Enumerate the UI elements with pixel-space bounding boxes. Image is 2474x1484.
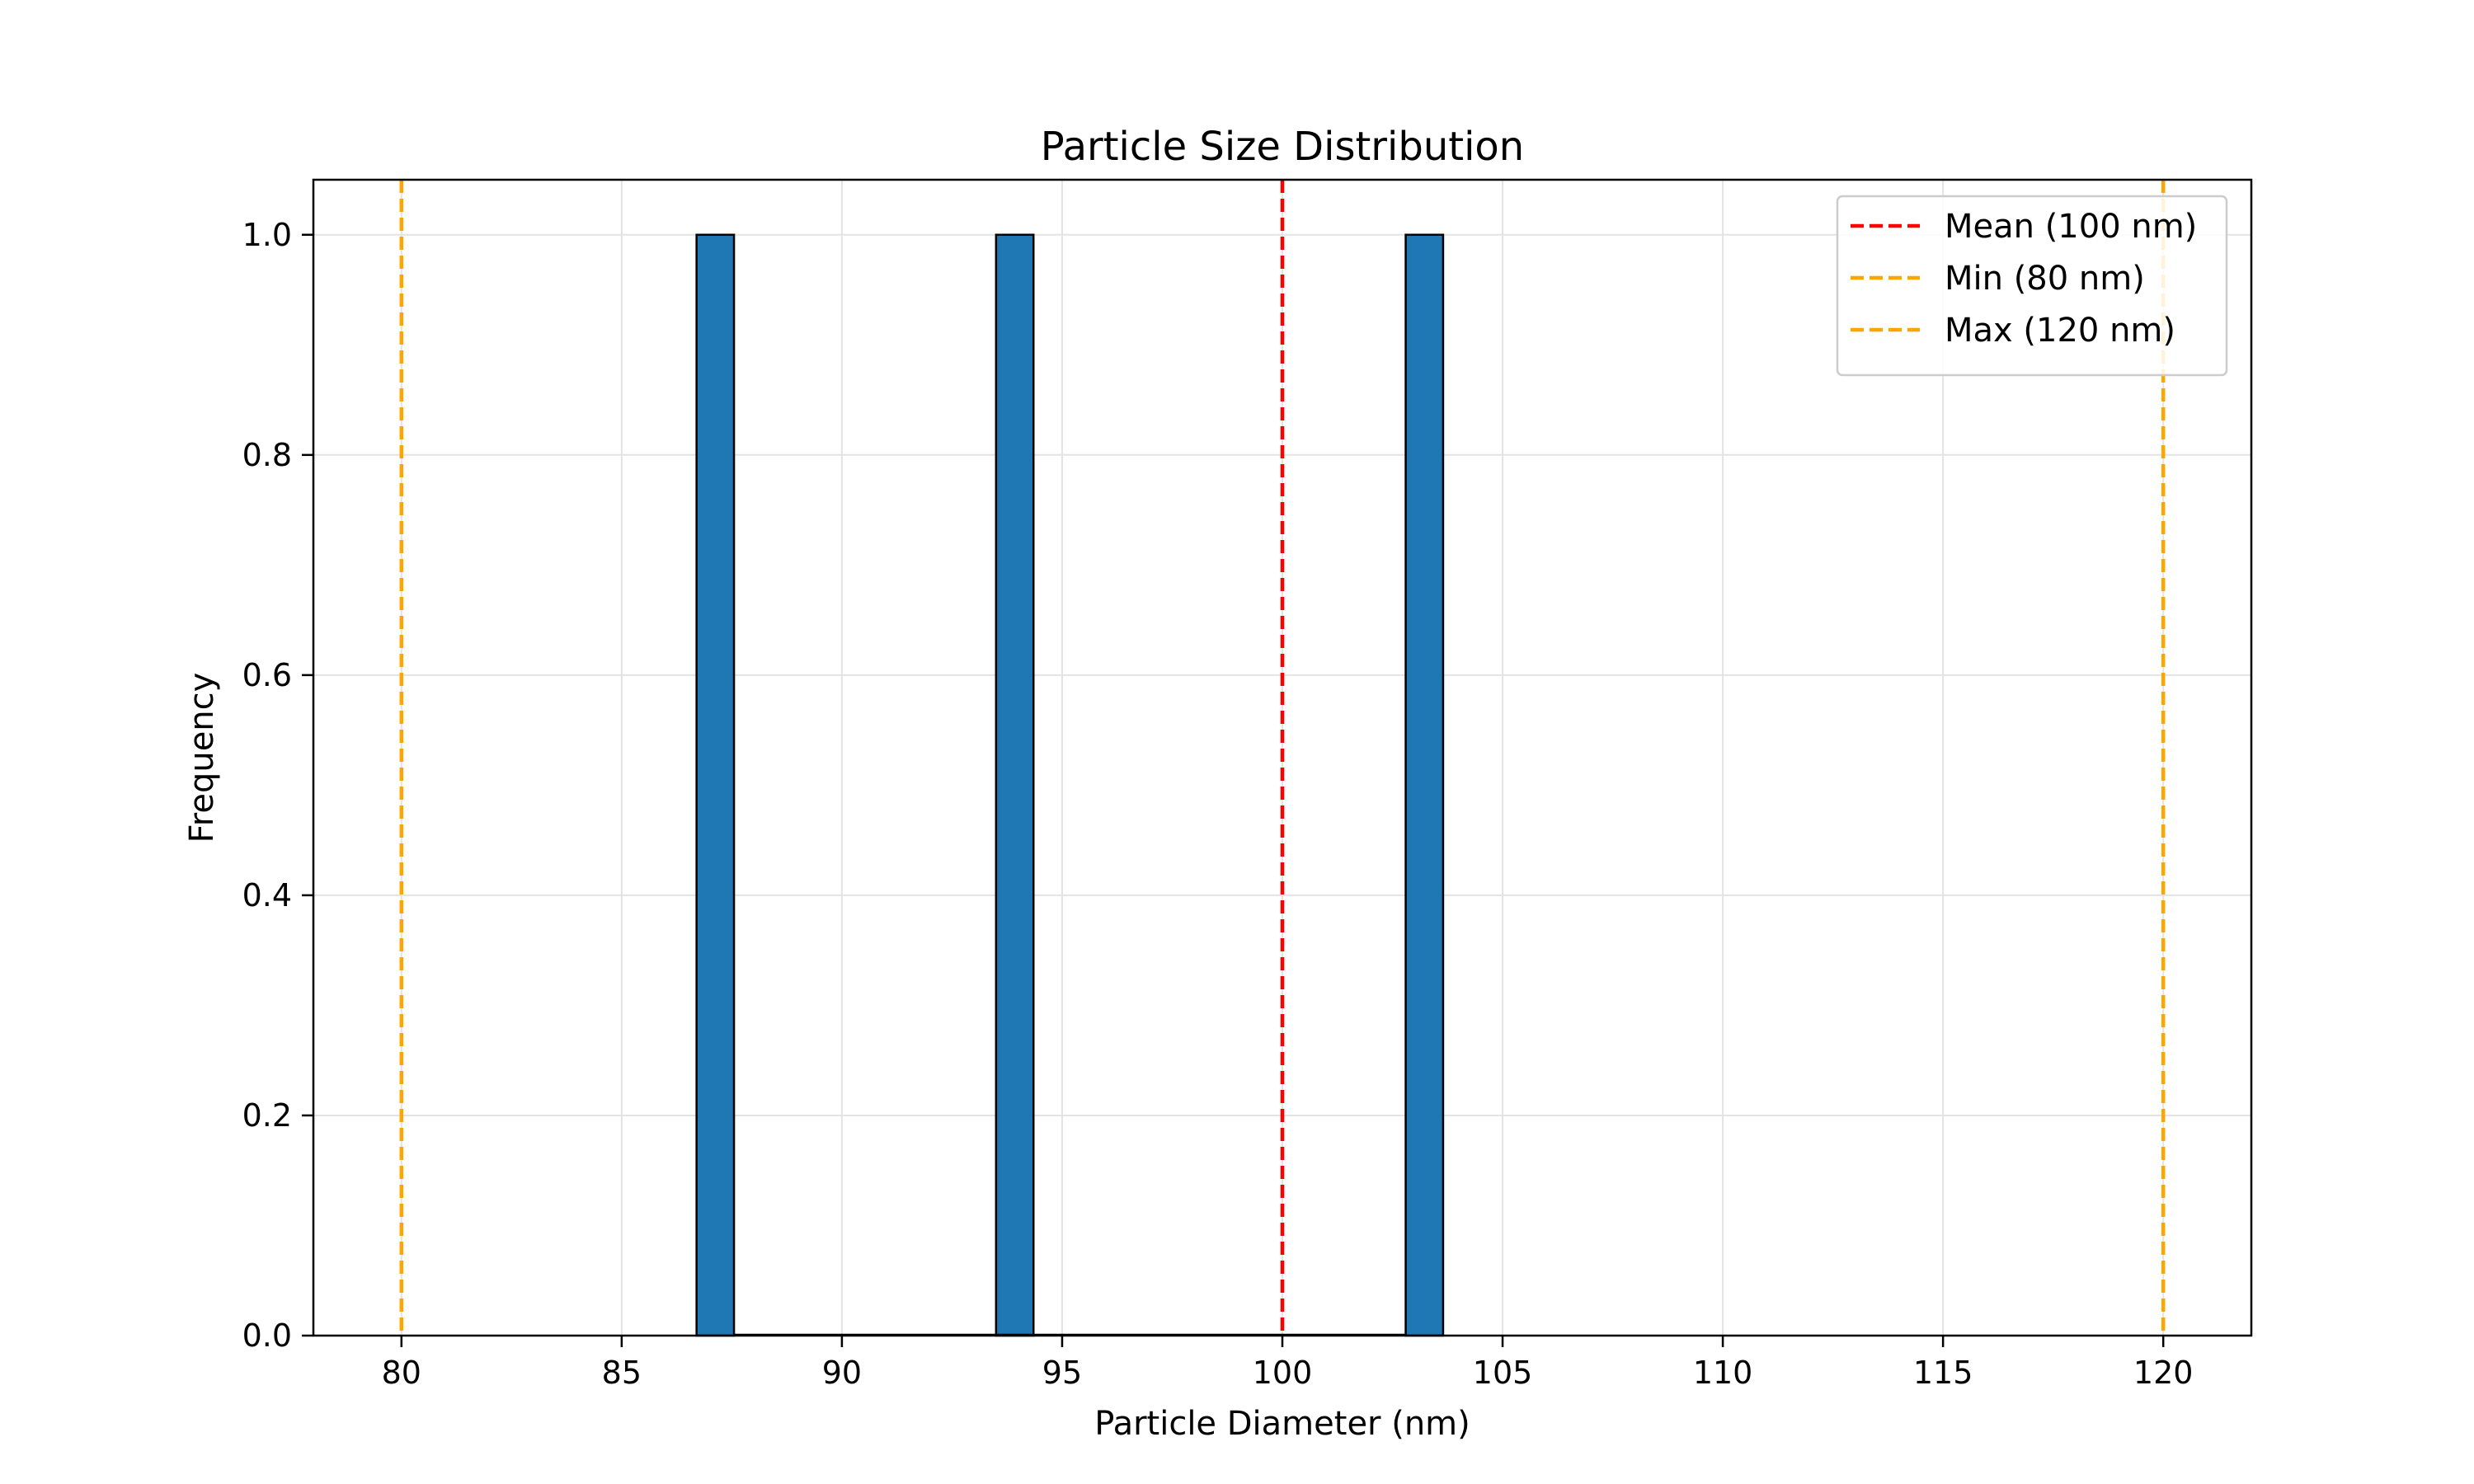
x-tick-label: 120: [2133, 1355, 2194, 1391]
x-tick-label: 90: [822, 1355, 862, 1391]
histogram-bar: [1404, 233, 1445, 1337]
y-tick-label: 0.0: [242, 1317, 292, 1354]
legend-label: Min (80 nm): [1945, 260, 2145, 298]
x-axis-label: Particle Diameter (nm): [1094, 1405, 1470, 1443]
histogram-bar: [995, 233, 1035, 1337]
x-tick-label: 80: [382, 1355, 421, 1391]
legend-label: Max (120 nm): [1945, 312, 2175, 350]
x-tick-label: 95: [1042, 1355, 1082, 1391]
x-tick-label: 100: [1253, 1355, 1313, 1391]
histogram-bars: [695, 233, 1445, 1337]
y-tick-label: 0.4: [242, 877, 292, 913]
legend-box: [1836, 195, 2228, 377]
chart-title: Particle Size Distribution: [1041, 124, 1524, 170]
histogram-bar: [695, 233, 736, 1337]
x-tick-label: 110: [1693, 1355, 1753, 1391]
y-tick-label: 0.8: [242, 437, 292, 473]
legend-label: Mean (100 nm): [1945, 208, 2197, 246]
y-tick-label: 0.2: [242, 1097, 292, 1134]
y-axis-label: Frequency: [183, 673, 221, 843]
x-tick-label: 85: [602, 1355, 642, 1391]
x-tick-label: 105: [1473, 1355, 1533, 1391]
x-tick-label: 115: [1913, 1355, 1973, 1391]
legend: Mean (100 nm) Min (80 nm) Max (120 nm): [1836, 195, 2228, 377]
x-axis-ticks: 80 85 90 95 100 105 110 115 120: [382, 1336, 2194, 1391]
y-axis-ticks: 0.0 0.2 0.4 0.6 0.8 1.0: [242, 217, 313, 1354]
y-tick-label: 0.6: [242, 657, 292, 693]
y-tick-label: 1.0: [242, 217, 292, 253]
